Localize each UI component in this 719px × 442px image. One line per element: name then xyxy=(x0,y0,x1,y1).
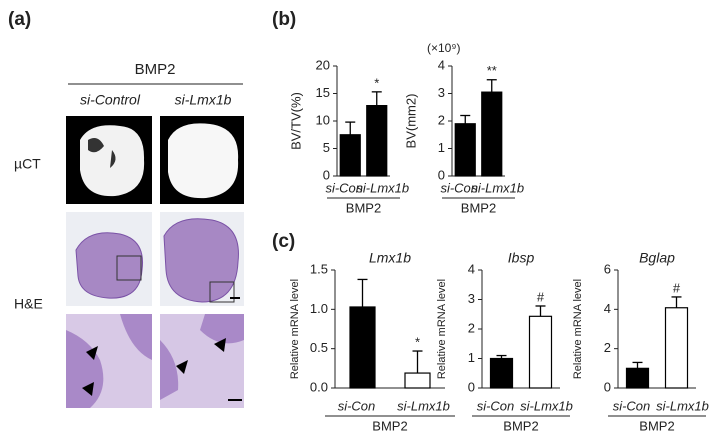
y-tick-label: 5 xyxy=(323,140,330,155)
x-tick-label: si-Con xyxy=(325,180,363,195)
chart-title: Ibsp xyxy=(508,250,535,266)
y-tick-label: 0 xyxy=(604,379,611,394)
y-axis-label: BV(mm2) xyxy=(403,94,418,149)
group-label: si-Control xyxy=(80,92,141,108)
y-tick-label: 1.5 xyxy=(310,261,328,276)
x-tick-label: si-Lmx1b xyxy=(471,180,524,195)
y-tick-label: 4 xyxy=(438,57,445,72)
significance-mark: # xyxy=(537,289,545,304)
group-label: BMP2 xyxy=(503,418,538,433)
significance-mark: * xyxy=(415,334,420,349)
y-axis-label: BV/TV(%) xyxy=(288,92,303,150)
row-label: H&E xyxy=(14,296,43,312)
row-label: µCT xyxy=(14,156,41,172)
y-tick-label: 15 xyxy=(316,85,330,100)
significance-mark: * xyxy=(374,75,379,90)
y-tick-label: 0.0 xyxy=(310,379,328,394)
ct-image xyxy=(160,116,244,204)
bar xyxy=(664,307,689,389)
x-tick-label: si-Con xyxy=(613,398,651,413)
y-tick-label: 2 xyxy=(438,112,445,127)
x-tick-label: si-Con xyxy=(440,180,478,195)
y-tick-label: 1 xyxy=(438,140,445,155)
y-tick-label: 20 xyxy=(316,57,330,72)
bar xyxy=(481,91,503,177)
group-label: BMP2 xyxy=(372,418,407,433)
treatment-label: BMP2 xyxy=(135,61,176,78)
y-tick-label: 4 xyxy=(604,301,611,316)
y-tick-label: 1 xyxy=(468,350,475,365)
chart-title: Lmx1b xyxy=(369,250,411,266)
he-image xyxy=(66,212,152,306)
bar xyxy=(489,357,514,389)
chart-title: Bglap xyxy=(639,250,675,266)
panel-label: (a) xyxy=(8,9,31,30)
he-zoom-image xyxy=(160,314,244,408)
he-zoom-image xyxy=(66,314,152,408)
y-tick-label: 6 xyxy=(604,261,611,276)
y-axis-label: Relative mRNA level xyxy=(436,279,448,379)
bar xyxy=(528,315,553,389)
x-tick-label: si-Lmx1b xyxy=(356,180,409,195)
group-label: BMP2 xyxy=(346,200,381,215)
bar xyxy=(404,372,431,389)
significance-mark: ** xyxy=(487,63,497,78)
y-tick-label: 0 xyxy=(468,379,475,394)
y-tick-label: 2 xyxy=(604,340,611,355)
significance-mark: # xyxy=(673,280,681,295)
y-tick-label: 2 xyxy=(468,320,475,335)
group-label: si-Lmx1b xyxy=(175,92,232,108)
y-tick-label: 0 xyxy=(438,167,445,182)
x-tick-label: si-Lmx1b xyxy=(397,398,450,413)
panel-label: (c) xyxy=(272,231,295,252)
x-tick-label: si-Con xyxy=(338,398,376,413)
group-label: BMP2 xyxy=(639,418,674,433)
ct-image xyxy=(66,116,152,204)
y-axis-label: Relative mRNA level xyxy=(572,279,584,379)
y-tick-label: 4 xyxy=(468,261,475,276)
he-image xyxy=(160,212,244,306)
bar xyxy=(454,123,476,177)
bar xyxy=(625,367,650,389)
x-tick-label: si-Con xyxy=(477,398,515,413)
y-tick-label: 3 xyxy=(438,85,445,100)
bar xyxy=(339,134,361,177)
axis-multiplier: (×10⁹) xyxy=(427,41,461,55)
y-tick-label: 0.5 xyxy=(310,340,328,355)
x-tick-label: si-Lmx1b xyxy=(656,398,709,413)
panel-label: (b) xyxy=(272,9,296,30)
y-tick-label: 3 xyxy=(468,291,475,306)
y-tick-label: 10 xyxy=(316,112,330,127)
group-label: BMP2 xyxy=(461,200,496,215)
y-tick-label: 0 xyxy=(323,167,330,182)
y-tick-label: 1.0 xyxy=(310,301,328,316)
x-tick-label: si-Lmx1b xyxy=(520,398,573,413)
bar xyxy=(366,104,388,177)
y-axis-label: Relative mRNA level xyxy=(289,279,301,379)
bar xyxy=(349,306,376,389)
